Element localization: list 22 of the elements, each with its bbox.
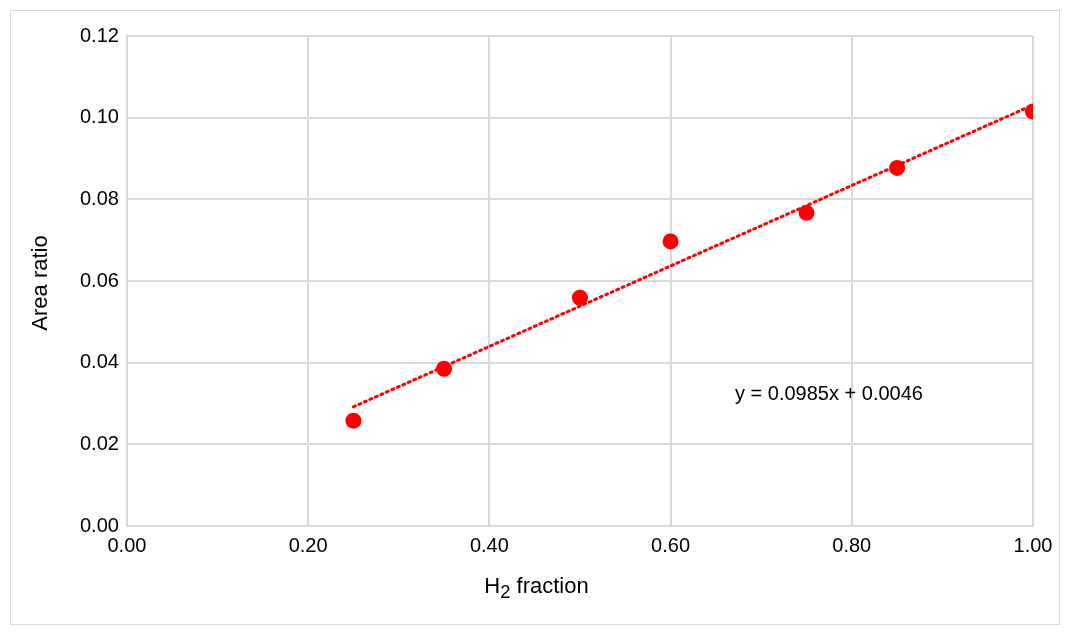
y-tick-label: 0.02 <box>79 431 119 454</box>
y-tick-label: 0.00 <box>79 513 119 536</box>
point <box>889 159 906 176</box>
x-tick-label: 0.60 <box>651 533 691 556</box>
point <box>436 360 453 377</box>
x-tick-label: 0.80 <box>832 533 872 556</box>
point <box>798 204 815 221</box>
y-tick-label: 0.12 <box>79 23 119 46</box>
annotation: y = 0.0985x + 0.0046 <box>735 382 923 405</box>
y-tick-label: 0.06 <box>79 268 119 291</box>
x-tick-label: 0.00 <box>107 533 147 556</box>
y-tick-label: 0.10 <box>79 105 119 128</box>
x-tick-label: 0.20 <box>288 533 328 556</box>
point <box>571 289 588 306</box>
x-axis-title: H$_{2}$ fraction <box>483 573 590 604</box>
x-tick-label: 0.40 <box>469 533 509 556</box>
y-tick-label: 0.08 <box>79 186 119 209</box>
point <box>662 233 679 250</box>
y-axis-title: Area ratio <box>27 234 53 333</box>
point <box>345 412 362 429</box>
y-tick-label: 0.04 <box>79 350 119 373</box>
x-tick-label: 1.00 <box>1013 533 1053 556</box>
